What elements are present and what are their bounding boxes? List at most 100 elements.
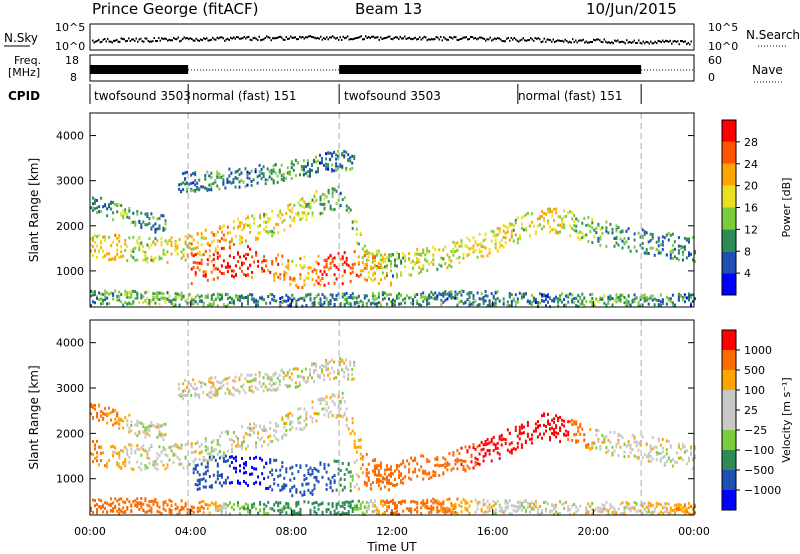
velocity-cell [295, 501, 298, 505]
power-cell [92, 245, 94, 249]
power-cell [339, 164, 342, 168]
velocity-cell [198, 482, 201, 486]
velocity-cell [649, 511, 652, 515]
power-cell [106, 214, 109, 218]
velocity-cell [373, 470, 376, 474]
nsky-panel-frame [89, 23, 695, 51]
velocity-cell [244, 377, 247, 381]
velocity-cell [651, 436, 654, 440]
velocity-cell [279, 488, 282, 492]
power-cell [210, 231, 213, 235]
velocity-cell [361, 500, 364, 504]
nsky-sample [260, 39, 262, 42]
power-cell [297, 211, 300, 215]
power-cell [188, 293, 191, 297]
power-cell [270, 172, 273, 175]
power-cell [104, 289, 107, 293]
power-cell [226, 181, 229, 185]
power-cell [450, 293, 453, 297]
power-cell [438, 263, 441, 267]
power-cell [200, 258, 203, 262]
power-cell [514, 304, 517, 307]
velocity-cell [394, 478, 396, 482]
nsky-sample [441, 39, 443, 42]
y-tick-label: 4000 [56, 130, 84, 143]
velocity-cell [430, 499, 433, 503]
power-cell [224, 186, 227, 190]
velocity-cell [528, 437, 531, 441]
power-cell [280, 177, 283, 181]
nsky-sample [686, 43, 688, 46]
velocity-cell [313, 475, 316, 479]
velocity-cell [253, 467, 256, 471]
nsky-sample [185, 37, 187, 40]
power-cell [532, 224, 535, 228]
velocity-cell [599, 444, 602, 448]
velocity-cell [307, 472, 310, 475]
velocity-cell [269, 485, 272, 489]
power-cell [267, 269, 270, 272]
power-cell [247, 253, 249, 257]
velocity-cell [317, 398, 320, 402]
power-cell [657, 249, 660, 253]
power-cell [245, 257, 247, 261]
power-cell [251, 297, 254, 301]
velocity-cell [597, 506, 600, 510]
power-cell [345, 204, 348, 208]
power-cell [373, 263, 376, 267]
velocity-cell [575, 510, 578, 514]
power-cell [557, 223, 560, 227]
velocity-cell [349, 474, 352, 478]
power-cell [194, 171, 197, 175]
power-cell [375, 249, 378, 253]
power-cell [200, 300, 203, 303]
power-cell [128, 216, 131, 220]
power-cell [651, 246, 654, 250]
power-cell [404, 257, 407, 261]
nsky-sample [336, 36, 338, 39]
velocity-cell [315, 412, 318, 416]
power-cell [623, 301, 626, 305]
velocity-cell [341, 504, 344, 508]
velocity-cell [290, 378, 293, 382]
power-cell [337, 167, 340, 171]
velocity-cell [315, 478, 318, 482]
power-cell [170, 301, 173, 305]
power-cell [561, 292, 564, 296]
velocity-cell [373, 499, 376, 503]
power-cell [408, 252, 411, 256]
nsky-sample [275, 37, 277, 40]
velocity-cell [565, 429, 568, 433]
power-cell [300, 165, 303, 169]
velocity-cell [341, 414, 344, 418]
velocity-cell [120, 497, 123, 501]
power-cell [379, 253, 382, 257]
velocity-cell [575, 422, 578, 426]
power-cell [302, 165, 305, 169]
nsky-sample [657, 39, 659, 42]
power-cell [637, 304, 640, 308]
power-cell [337, 149, 340, 153]
nsky-sample [626, 39, 628, 42]
velocity-cell [619, 434, 622, 437]
velocity-cell [204, 439, 207, 443]
velocity-cell [210, 440, 213, 444]
velocity-cell [500, 510, 503, 514]
power-cell [323, 300, 326, 304]
velocity-cell [627, 502, 630, 506]
power-cell [381, 257, 384, 261]
power-cell [264, 178, 267, 182]
nsky-sample [204, 38, 206, 40]
velocity-cell [379, 463, 382, 467]
velocity-cell [325, 470, 328, 474]
velocity-cell [100, 459, 103, 463]
power-cell [108, 203, 111, 206]
velocity-cell [361, 511, 364, 515]
velocity-cell [126, 448, 129, 452]
power-cell [279, 296, 282, 300]
power-cell [294, 174, 297, 177]
power-cell [639, 298, 642, 301]
power-cell [337, 154, 340, 158]
power-cell [649, 246, 652, 250]
power-cells [90, 149, 696, 308]
